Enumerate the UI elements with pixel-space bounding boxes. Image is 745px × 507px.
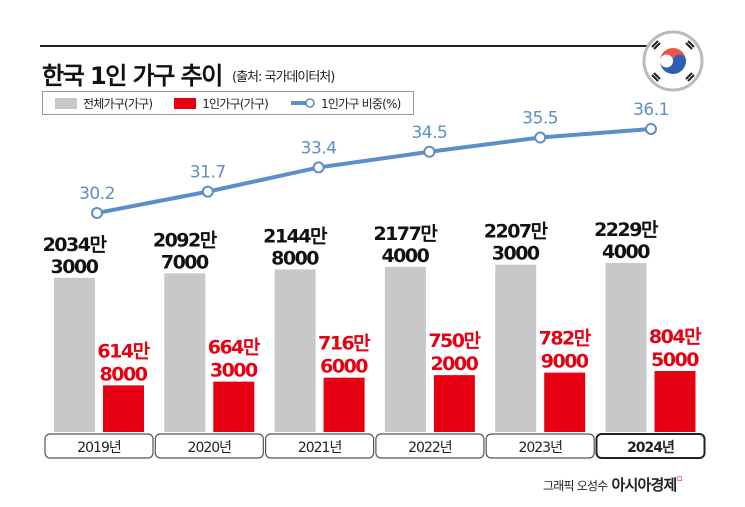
x-tick-label: 2020년: [188, 440, 232, 456]
year-label-box: [595, 433, 706, 459]
year-label-box: [375, 433, 485, 459]
x-tick-label: 2023년: [518, 440, 562, 456]
ratio-line: [96, 126, 652, 215]
bar-single: [103, 385, 144, 432]
legend-label: 전체가구(가구): [83, 96, 153, 111]
legend: 전체가구(가구) 1인가구(가구) 1인가구 비중(%): [42, 91, 414, 115]
ratio-label: 33.4: [301, 138, 337, 158]
data-label-total: 2092만: [153, 229, 218, 251]
ratio-point: [312, 161, 325, 174]
chart-area: 2034만3000614만80002019년2092만7000664만30002…: [43, 100, 706, 459]
bar-total: [54, 277, 95, 432]
bar-total: [605, 263, 647, 432]
bar-single: [213, 381, 255, 432]
korean-flag-icon: [642, 30, 704, 92]
data-label-single: 782만: [539, 328, 592, 350]
year-label-box: [265, 433, 375, 459]
data-label-single: 9000: [541, 351, 589, 373]
ratio-label: 36.1: [633, 100, 669, 120]
legend-swatch-total: [55, 97, 77, 109]
ratio-label: 35.5: [522, 109, 558, 129]
brand-mark-icon: ▫: [676, 474, 682, 484]
x-tick-label: 2022년: [408, 440, 452, 456]
data-label-single: 804만: [649, 326, 702, 348]
data-label-single: 716만: [318, 333, 371, 355]
data-label-total: 4000: [602, 241, 650, 263]
x-tick-label: 2019년: [77, 440, 121, 456]
chart-title: 한국 1인 가구 추이: [42, 62, 223, 90]
credit: 그래픽 오성수 아시아경제▫: [543, 474, 683, 495]
bar-total: [495, 264, 537, 432]
data-label-total: 2229만: [594, 219, 659, 241]
bar-single: [323, 377, 365, 432]
ratio-point: [91, 207, 103, 219]
data-label-total: 7000: [161, 251, 209, 273]
credit-label: 그래픽 오성수: [543, 479, 608, 493]
ratio-point: [534, 131, 547, 144]
data-label-total: 2034만: [43, 234, 108, 256]
data-label-total: 2177만: [373, 223, 438, 245]
year-label-box: [485, 433, 595, 459]
ratio-point: [201, 185, 214, 198]
top-rule: [40, 45, 650, 47]
legend-label: 1인가구(가구): [202, 96, 269, 111]
legend-ratio: 1인가구 비중(%): [290, 95, 401, 112]
bar-total: [274, 269, 316, 432]
ratio-label: 31.7: [190, 163, 226, 183]
brand-logo: 아시아경제: [611, 476, 677, 494]
bar-single: [433, 375, 475, 432]
data-label-single: 2000: [430, 353, 478, 375]
data-label-total: 2207만: [484, 221, 549, 243]
x-tick-label: 2024년: [627, 440, 674, 456]
data-label-total: 3000: [51, 256, 99, 278]
data-label-single: 664만: [208, 337, 261, 359]
ratio-label: 30.2: [79, 184, 115, 204]
x-tick-label: 2021년: [298, 440, 342, 456]
legend-line-icon: [291, 98, 315, 108]
data-label-total: 8000: [271, 247, 319, 269]
bar-total: [384, 266, 426, 432]
data-label-total: 3000: [492, 243, 540, 265]
year-label-box: [154, 433, 264, 459]
legend-swatch-single: [174, 97, 197, 109]
ratio-point: [645, 122, 657, 135]
data-label-single: 6000: [320, 356, 368, 378]
ratio-label: 34.5: [411, 123, 447, 143]
year-label-box: [44, 433, 154, 459]
data-label-single: 8000: [100, 363, 148, 385]
bar-single: [654, 371, 696, 432]
data-label-single: 3000: [210, 360, 258, 382]
legend-label: 1인가구 비중(%): [321, 96, 401, 111]
chart-source: (출처: 국가데이터처): [232, 70, 335, 85]
data-label-total: 2144만: [263, 225, 328, 247]
data-label-single: 750만: [428, 330, 481, 352]
bar-total: [164, 273, 206, 432]
data-label-single: 614만: [97, 340, 150, 362]
data-label-total: 4000: [381, 245, 429, 267]
bar-single: [544, 372, 586, 432]
legend-single: 1인가구(가구): [174, 95, 269, 112]
legend-total: 전체가구(가구): [55, 95, 153, 112]
data-label-single: 5000: [651, 349, 699, 371]
ratio-point: [423, 145, 436, 158]
